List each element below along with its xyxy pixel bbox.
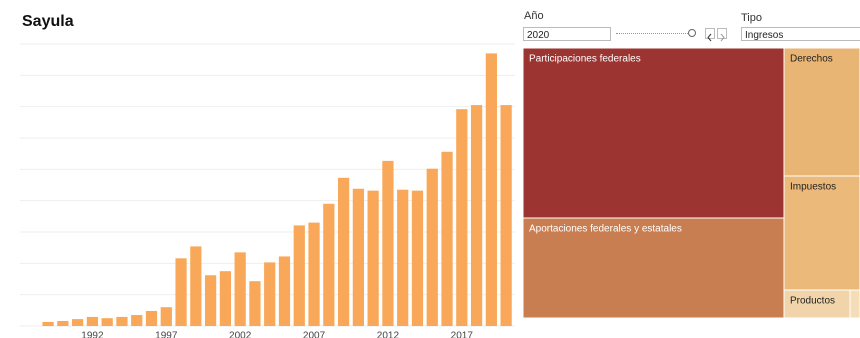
bar	[278, 256, 291, 326]
bar	[308, 222, 320, 326]
treemap-label: Impuestos	[790, 182, 836, 193]
bar	[426, 168, 438, 326]
bar	[367, 190, 379, 326]
bar	[456, 109, 468, 326]
type-select[interactable]: Ingresos	[741, 27, 860, 41]
bar	[131, 315, 143, 326]
treemap-label: Derechos	[790, 54, 833, 65]
bar	[293, 225, 305, 326]
x-tick-label: 2002	[229, 331, 252, 338]
bar	[382, 160, 394, 326]
bar	[219, 271, 232, 326]
bar	[145, 310, 158, 326]
slider-knob[interactable]	[688, 29, 696, 37]
bar	[234, 252, 246, 326]
treemap-cell	[783, 175, 860, 291]
bar	[190, 246, 202, 326]
bar	[42, 321, 54, 326]
bar	[249, 281, 261, 326]
bar	[57, 320, 69, 326]
bar	[101, 318, 113, 326]
bar	[160, 307, 172, 326]
bar	[500, 105, 512, 326]
x-tick-label: 1997	[155, 331, 178, 338]
year-input[interactable]: 2020	[523, 27, 611, 41]
bar	[485, 53, 497, 327]
x-tick-label: 2012	[377, 331, 400, 338]
next-button[interactable]	[717, 28, 727, 42]
treemap-label: Aportaciones federales y estatales	[529, 224, 682, 235]
bar	[352, 188, 364, 326]
x-tick-label: 2007	[303, 331, 326, 338]
treemap-cell	[783, 47, 860, 177]
bar	[175, 258, 187, 326]
treemap-cell	[849, 289, 860, 319]
bar	[116, 316, 128, 326]
treemap-label: Participaciones federales	[529, 54, 641, 65]
type-label: Tipo	[741, 12, 762, 24]
x-tick-label: 2017	[451, 331, 474, 338]
year-slider[interactable]	[616, 33, 690, 36]
bar	[411, 190, 424, 326]
bar	[204, 275, 217, 326]
bar	[323, 203, 335, 326]
bar	[264, 262, 276, 326]
bar	[337, 177, 350, 326]
prev-button[interactable]	[705, 28, 715, 42]
chart-title: Sayula	[22, 13, 74, 30]
treemap-cell	[522, 217, 785, 319]
bar	[397, 189, 409, 326]
x-tick-label: 1992	[81, 331, 104, 338]
bar	[72, 319, 84, 326]
treemap-cell	[522, 47, 785, 219]
bar	[441, 151, 453, 326]
bar	[86, 316, 99, 326]
treemap-cell	[783, 289, 851, 319]
bar	[470, 105, 483, 326]
year-label: Año	[524, 10, 544, 22]
treemap-label: Productos	[790, 296, 835, 307]
